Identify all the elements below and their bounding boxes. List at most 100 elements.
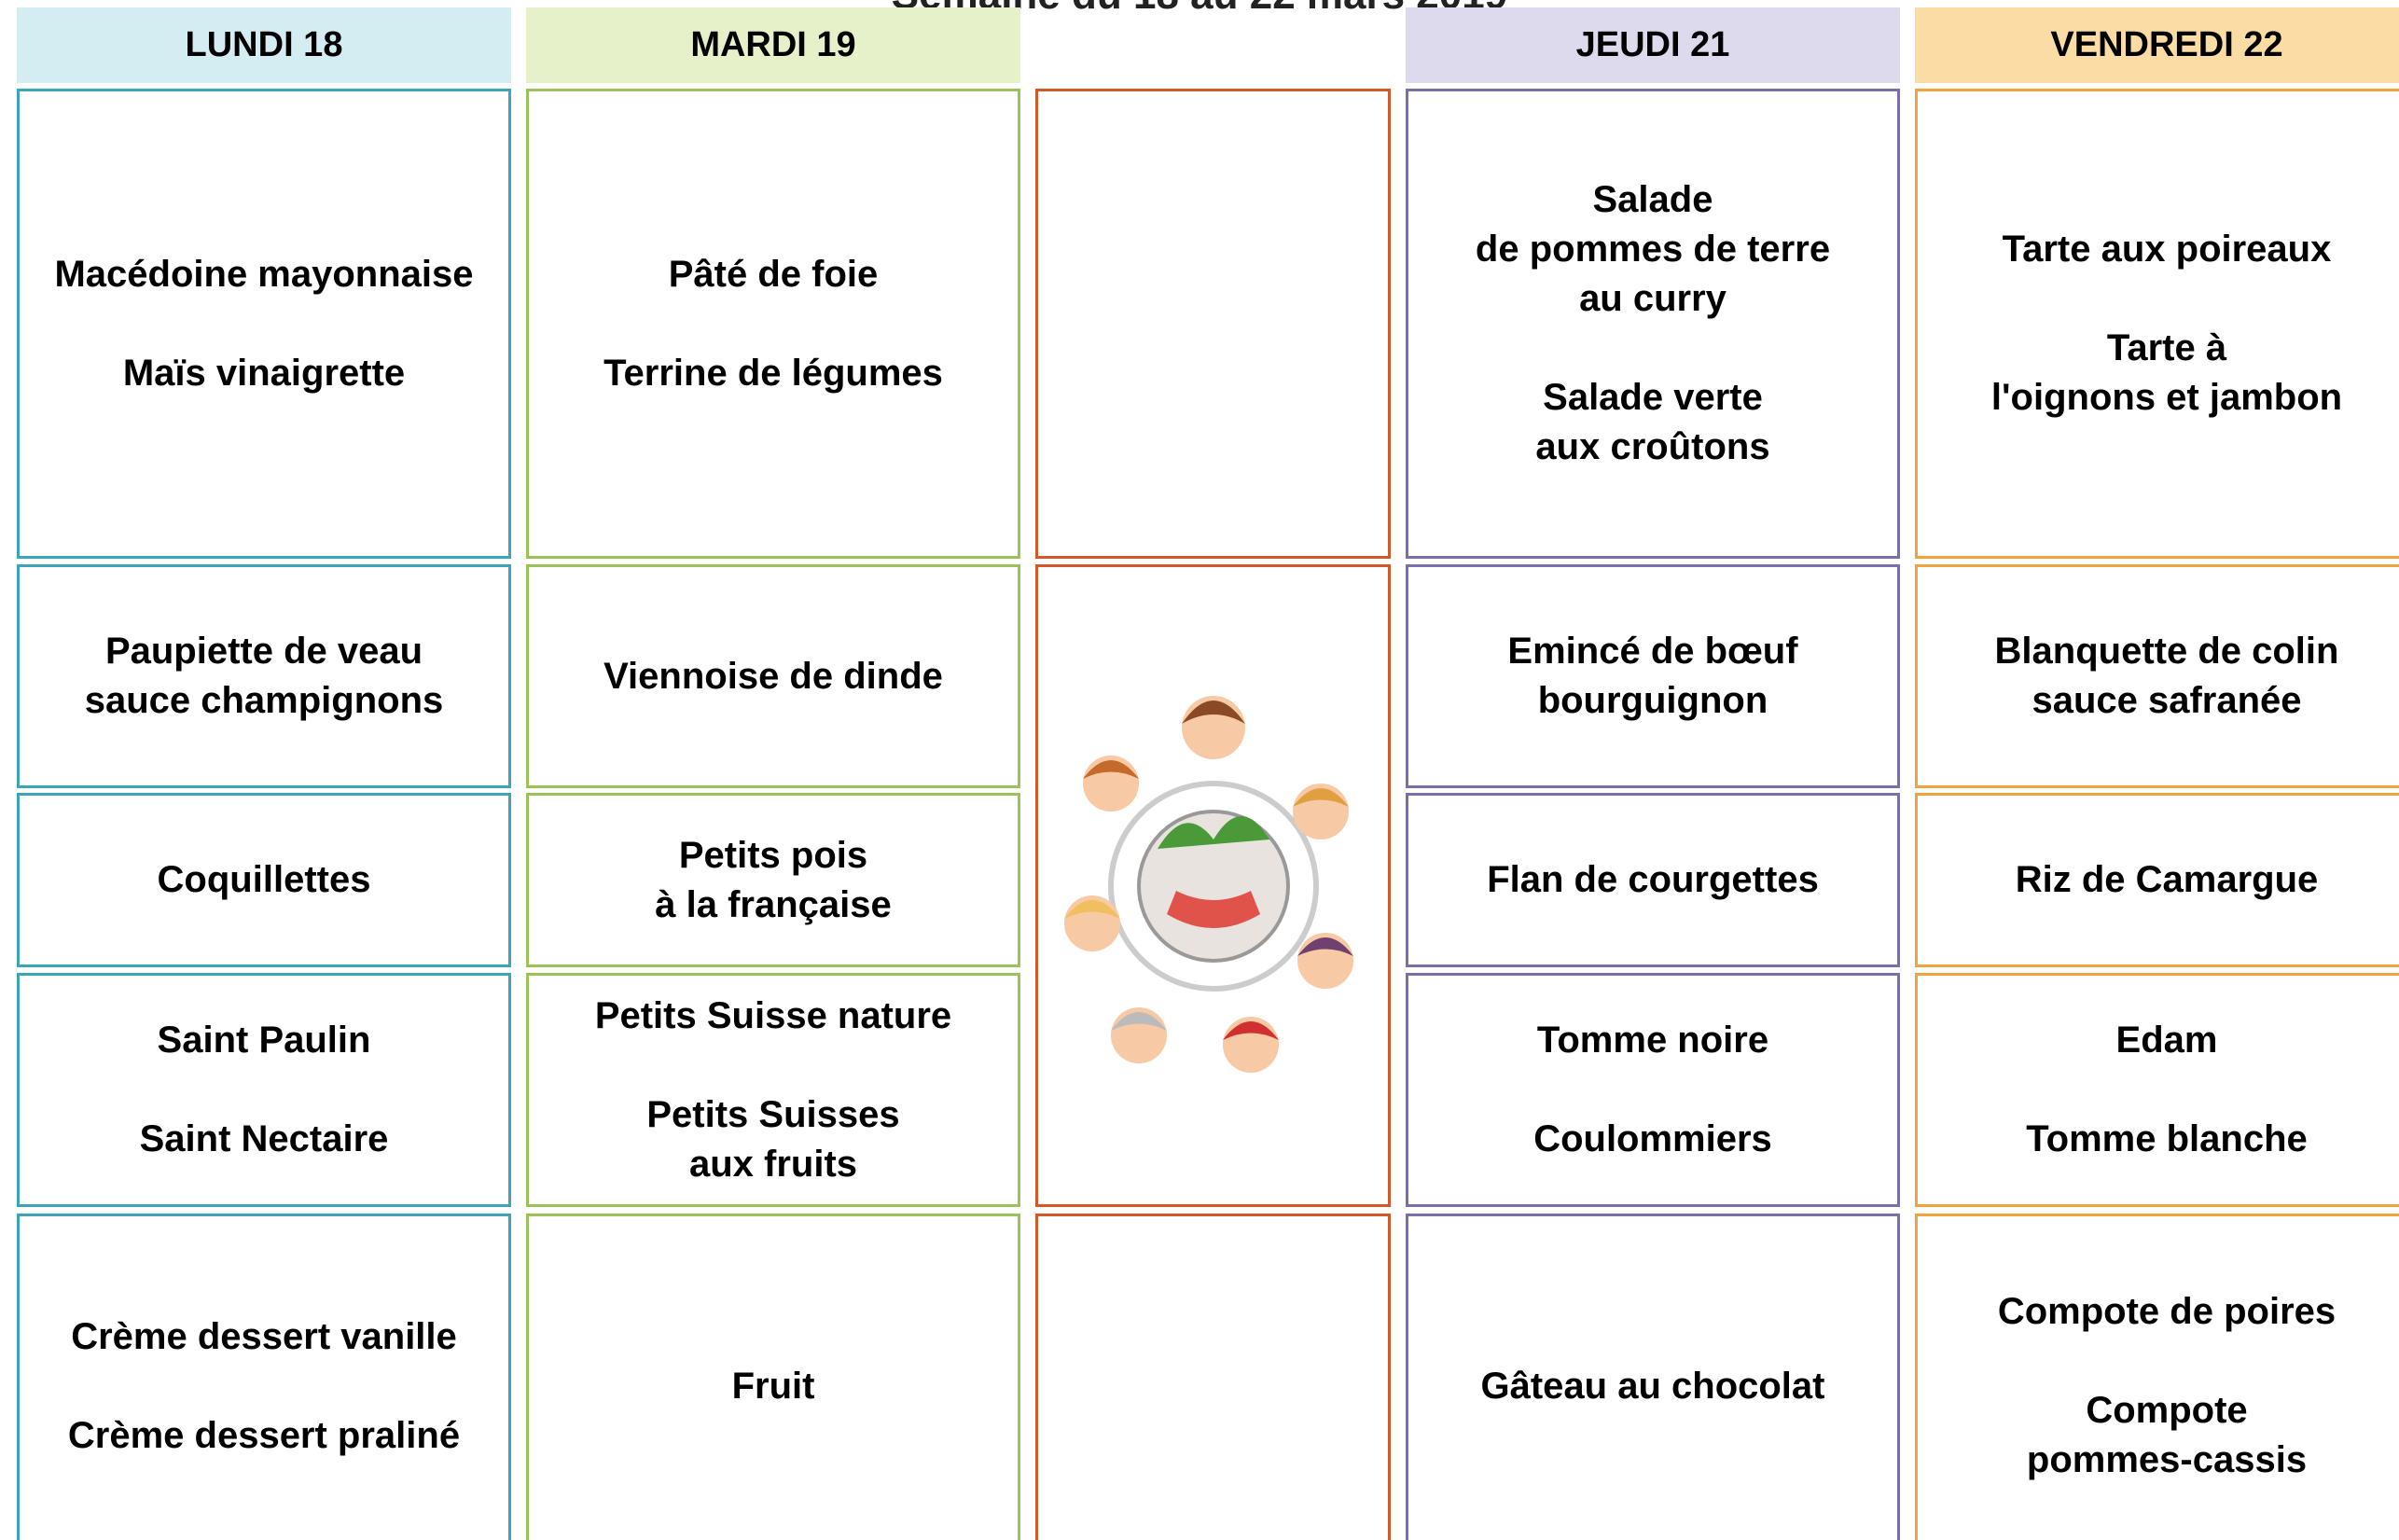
illustration-cell [1035,564,1391,1207]
dish-line: Crème dessert praliné [67,1414,461,1456]
dish-line: Coquillettes [157,859,371,900]
dish: Gâteau au chocolat [1481,1362,1825,1411]
illustration [1063,695,1353,1073]
dish-line: Compote [2086,1390,2248,1431]
menu-cell: Pâté de foie Terrine de légumes [526,89,1020,559]
dish-line: aux fruits [688,1143,858,1185]
dish-line: Tarte à [2106,327,2227,368]
dish: Paupiette de veau sauce champignons [85,627,444,726]
dish-line: Fruit [731,1365,815,1407]
dish: Compote pommes-cassis [2027,1386,2307,1485]
dish-line: Crème dessert vanille [71,1315,457,1357]
dish-line: Coulommiers [1533,1118,1772,1159]
dish-line: Gâteau au chocolat [1480,1365,1825,1407]
menu-cell: Coquillettes [17,793,511,967]
day-header: VENDREDI 22 [1915,7,2399,83]
dish: Saint Paulin [158,1016,371,1065]
dish: Blanquette de colin sauce safranée [1995,627,2339,726]
menu-cell: Tarte aux poireaux Tarte à l'oignons et ja… [1915,89,2399,559]
dish: Tarte à l'oignons et jambon [1991,324,2342,423]
menu-cell: Paupiette de veau sauce champignons [17,564,511,788]
dish-line: Emincé de bœuf [1507,631,1798,672]
dish: Petits Suisse nature [595,992,951,1041]
dish: Tomme blanche [2026,1115,2308,1164]
dish-line: Edam [2115,1020,2218,1061]
day-header: LUNDI 18 [17,7,511,83]
dish: Coulommiers [1533,1115,1772,1164]
menu-cell: Crème dessert vanille Crème dessert prali… [17,1214,511,1540]
dish: Salade verte aux croûtons [1535,373,1769,472]
dish: Crème dessert vanille [71,1312,457,1362]
day-header: JEUDI 21 [1406,7,1900,83]
dish: Pâté de foie [669,250,879,299]
dish-line: Petits Suisse nature [594,994,952,1036]
menu-cell: Compote de poires Compote pommes-cassis [1915,1214,2399,1540]
dish-line: aux croûtons [1535,426,1770,467]
dish-line: Flan de courgettes [1487,859,1819,900]
dish-line: Pâté de foie [668,253,879,295]
menu-cell: Gâteau au chocolat [1406,1214,1900,1540]
dish: Petits Suisses aux fruits [646,1090,899,1189]
empty-cell [1035,1214,1391,1540]
dish-line: Tomme noire [1536,1020,1769,1061]
dish-line: sauce safranée [2032,680,2302,721]
dish-line: Maïs vinaigrette [122,352,406,394]
dish: Terrine de légumes [603,349,943,398]
dish: Flan de courgettes [1487,855,1819,905]
menu-cell: Riz de Camargue [1915,793,2399,967]
dish-line: bourguignon [1537,680,1768,721]
menu-cell: Edam Tomme blanche [1915,973,2399,1207]
menu-cell: Petits pois à la française [526,793,1020,967]
dish-line: Viennoise de dinde [603,655,943,697]
menu-cell: Tomme noire Coulommiers [1406,973,1900,1207]
dish-line: sauce champignons [84,680,444,721]
menu-cell: Petits Suisse nature Petits Suisses aux fr… [526,973,1020,1207]
menu-cell: Emincé de bœuf bourguignon [1406,564,1900,788]
dish-line: Salade verte [1543,377,1763,418]
menu-cell: Fruit [526,1214,1020,1540]
dish: Fruit [732,1362,815,1411]
dish: Emincé de bœuf bourguignon [1507,627,1797,726]
page-title: Semaine du 18 au 22 mars 2019 [0,0,2399,19]
dish-line: Salade [1592,179,1713,220]
dish-line: Petits pois [678,834,868,876]
dish: Macédoine mayonnaise [54,250,473,299]
dish: Riz de Camargue [2016,855,2319,905]
dish: Tomme noire [1537,1016,1768,1065]
dish-line: Tarte aux poireaux [2002,229,2332,270]
dish: Compote de poires [1998,1287,2336,1337]
dish: Crème dessert praliné [68,1411,460,1461]
dish-line: de pommes de terre [1475,229,1831,270]
dish-line: au curry [1579,278,1726,319]
dish: Tarte aux poireaux [2003,225,2332,274]
dish-line: Tomme blanche [2026,1118,2308,1159]
dish: Maïs vinaigrette [123,349,405,398]
dish-line: Petits Suisses [646,1093,900,1135]
menu-cell: Salade de pommes de terre au curry Salade v… [1406,89,1900,559]
dish: Petits pois à la française [655,831,892,930]
menu-cell: Saint Paulin Saint Nectaire [17,973,511,1207]
dish-line: Compote de poires [1997,1291,2337,1332]
dish-line: Riz de Camargue [2015,859,2319,900]
menu-cell: Blanquette de colin sauce safranée [1915,564,2399,788]
dish: Viennoise de dinde [603,652,943,701]
day-header: MARDI 19 [526,7,1020,83]
dish: Edam [2116,1016,2218,1065]
dish: Saint Nectaire [140,1115,389,1164]
dish-line: Saint Paulin [157,1020,371,1061]
menu-cell: Flan de courgettes [1406,793,1900,967]
dish: Salade de pommes de terre au curry [1476,175,1830,324]
dish-line: pommes-cassis [2026,1439,2308,1480]
dish-line: Blanquette de colin [1994,631,2339,672]
dish-line: à la française [655,883,892,925]
menu-cell: Macédoine mayonnaise Maïs vinaigrette [17,89,511,559]
dish-line: Macédoine mayonnaise [54,253,474,295]
dish: Coquillettes [158,855,371,905]
dish-line: Paupiette de veau [104,631,423,672]
dish-line: Terrine de légumes [603,352,943,394]
menu-cell: Viennoise de dinde [526,564,1020,788]
dish-line: l'oignons et jambon [1990,377,2343,418]
empty-cell [1035,89,1391,559]
dish-line: Saint Nectaire [139,1118,389,1159]
